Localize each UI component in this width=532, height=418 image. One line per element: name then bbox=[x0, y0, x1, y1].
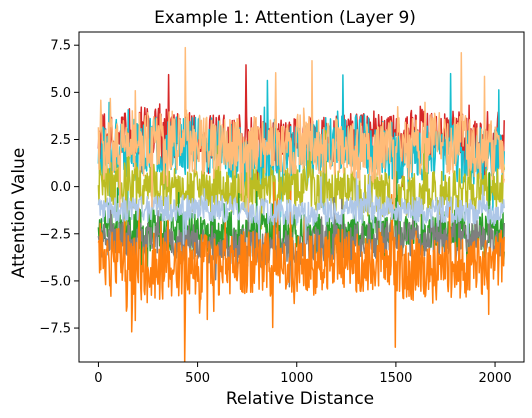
x-tick-label: 500 bbox=[185, 371, 210, 386]
y-tick-label: −2.5 bbox=[39, 227, 71, 242]
x-tick-label: 1000 bbox=[280, 371, 313, 386]
series-line-7 bbox=[97, 171, 505, 245]
y-tick-label: 7.5 bbox=[50, 39, 71, 54]
y-tick-label: 5.0 bbox=[50, 86, 71, 101]
series-line-6 bbox=[97, 181, 505, 362]
x-axis: 0 500 1000 1500 2000 bbox=[94, 362, 512, 386]
series-layer bbox=[97, 46, 505, 362]
series-line-8 bbox=[97, 46, 505, 213]
y-tick-label: 2.5 bbox=[50, 133, 71, 148]
y-tick-label: −7.5 bbox=[39, 322, 71, 337]
chart-title: Example 1: Attention (Layer 9) bbox=[154, 8, 416, 28]
x-tick-label: 1500 bbox=[379, 371, 412, 386]
x-axis-title: Relative Distance bbox=[226, 389, 374, 409]
y-tick-label: 0.0 bbox=[50, 180, 71, 195]
y-axis-title: Attention Value bbox=[9, 148, 29, 279]
x-tick-label: 0 bbox=[94, 371, 102, 386]
y-tick-label: −5.0 bbox=[39, 274, 71, 289]
x-tick-label: 2000 bbox=[479, 371, 512, 386]
plot-frame bbox=[78, 31, 525, 363]
y-axis: −7.5 −5.0 −2.5 0.0 2.5 5.0 7.5 bbox=[39, 39, 79, 337]
